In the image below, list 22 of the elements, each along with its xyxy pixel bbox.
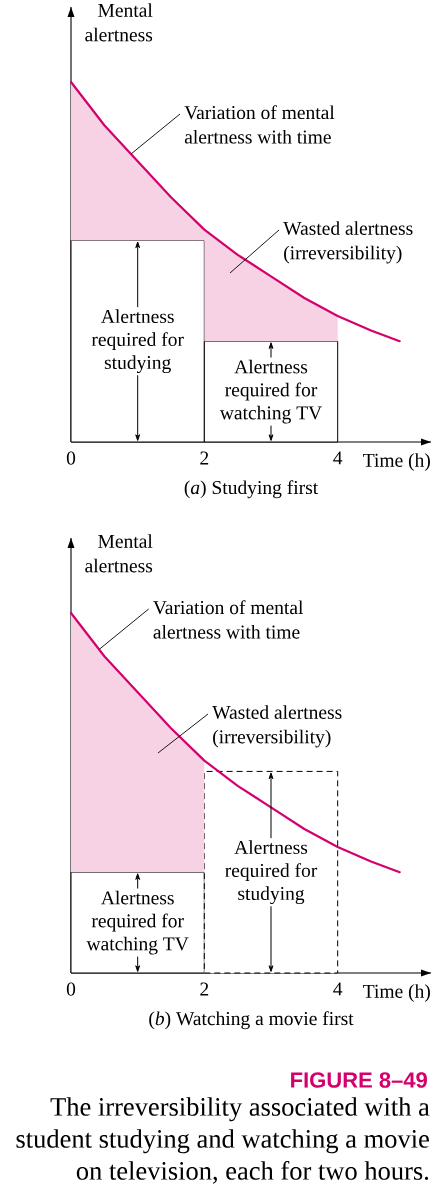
x-tick-label: 4 xyxy=(333,982,343,996)
annotation: Alertness required for watching TV xyxy=(219,359,322,424)
x-tick-label: 0 xyxy=(66,982,76,996)
x-tick-label: 4 xyxy=(333,451,343,465)
annotation: Alertness required for watching TV xyxy=(86,890,189,955)
x-tick-label: 2 xyxy=(200,982,209,996)
text: (a) Studying first xyxy=(184,480,319,499)
x-tick-label: 2 xyxy=(200,451,209,465)
x-axis-title: Time (h) xyxy=(363,984,430,1002)
y-axis-title: Mental alertness xyxy=(85,534,153,573)
annotation: Variation of mental alertness with time xyxy=(153,600,304,639)
x-axis-title: Time (h) xyxy=(363,453,430,471)
annotation: Wasted alertness (irreversibility) xyxy=(212,705,342,748)
annotation: Wasted alertness (irreversibility) xyxy=(283,221,413,264)
annotation: Variation of mental alertness with time xyxy=(184,105,335,144)
x-tick-label: 0 xyxy=(66,451,76,465)
y-axis-title: Mental alertness xyxy=(85,3,153,42)
annotation: Alertness required for studying xyxy=(225,840,318,905)
caption: FIGURE 8–49 xyxy=(291,1072,427,1088)
text: The irreversibility associated with a student studying and watching a movie on television, each for two hours. xyxy=(16,1097,430,1184)
annotation: Alertness required for studying xyxy=(91,309,184,374)
text: (b) Watching a movie first xyxy=(149,1011,354,1030)
